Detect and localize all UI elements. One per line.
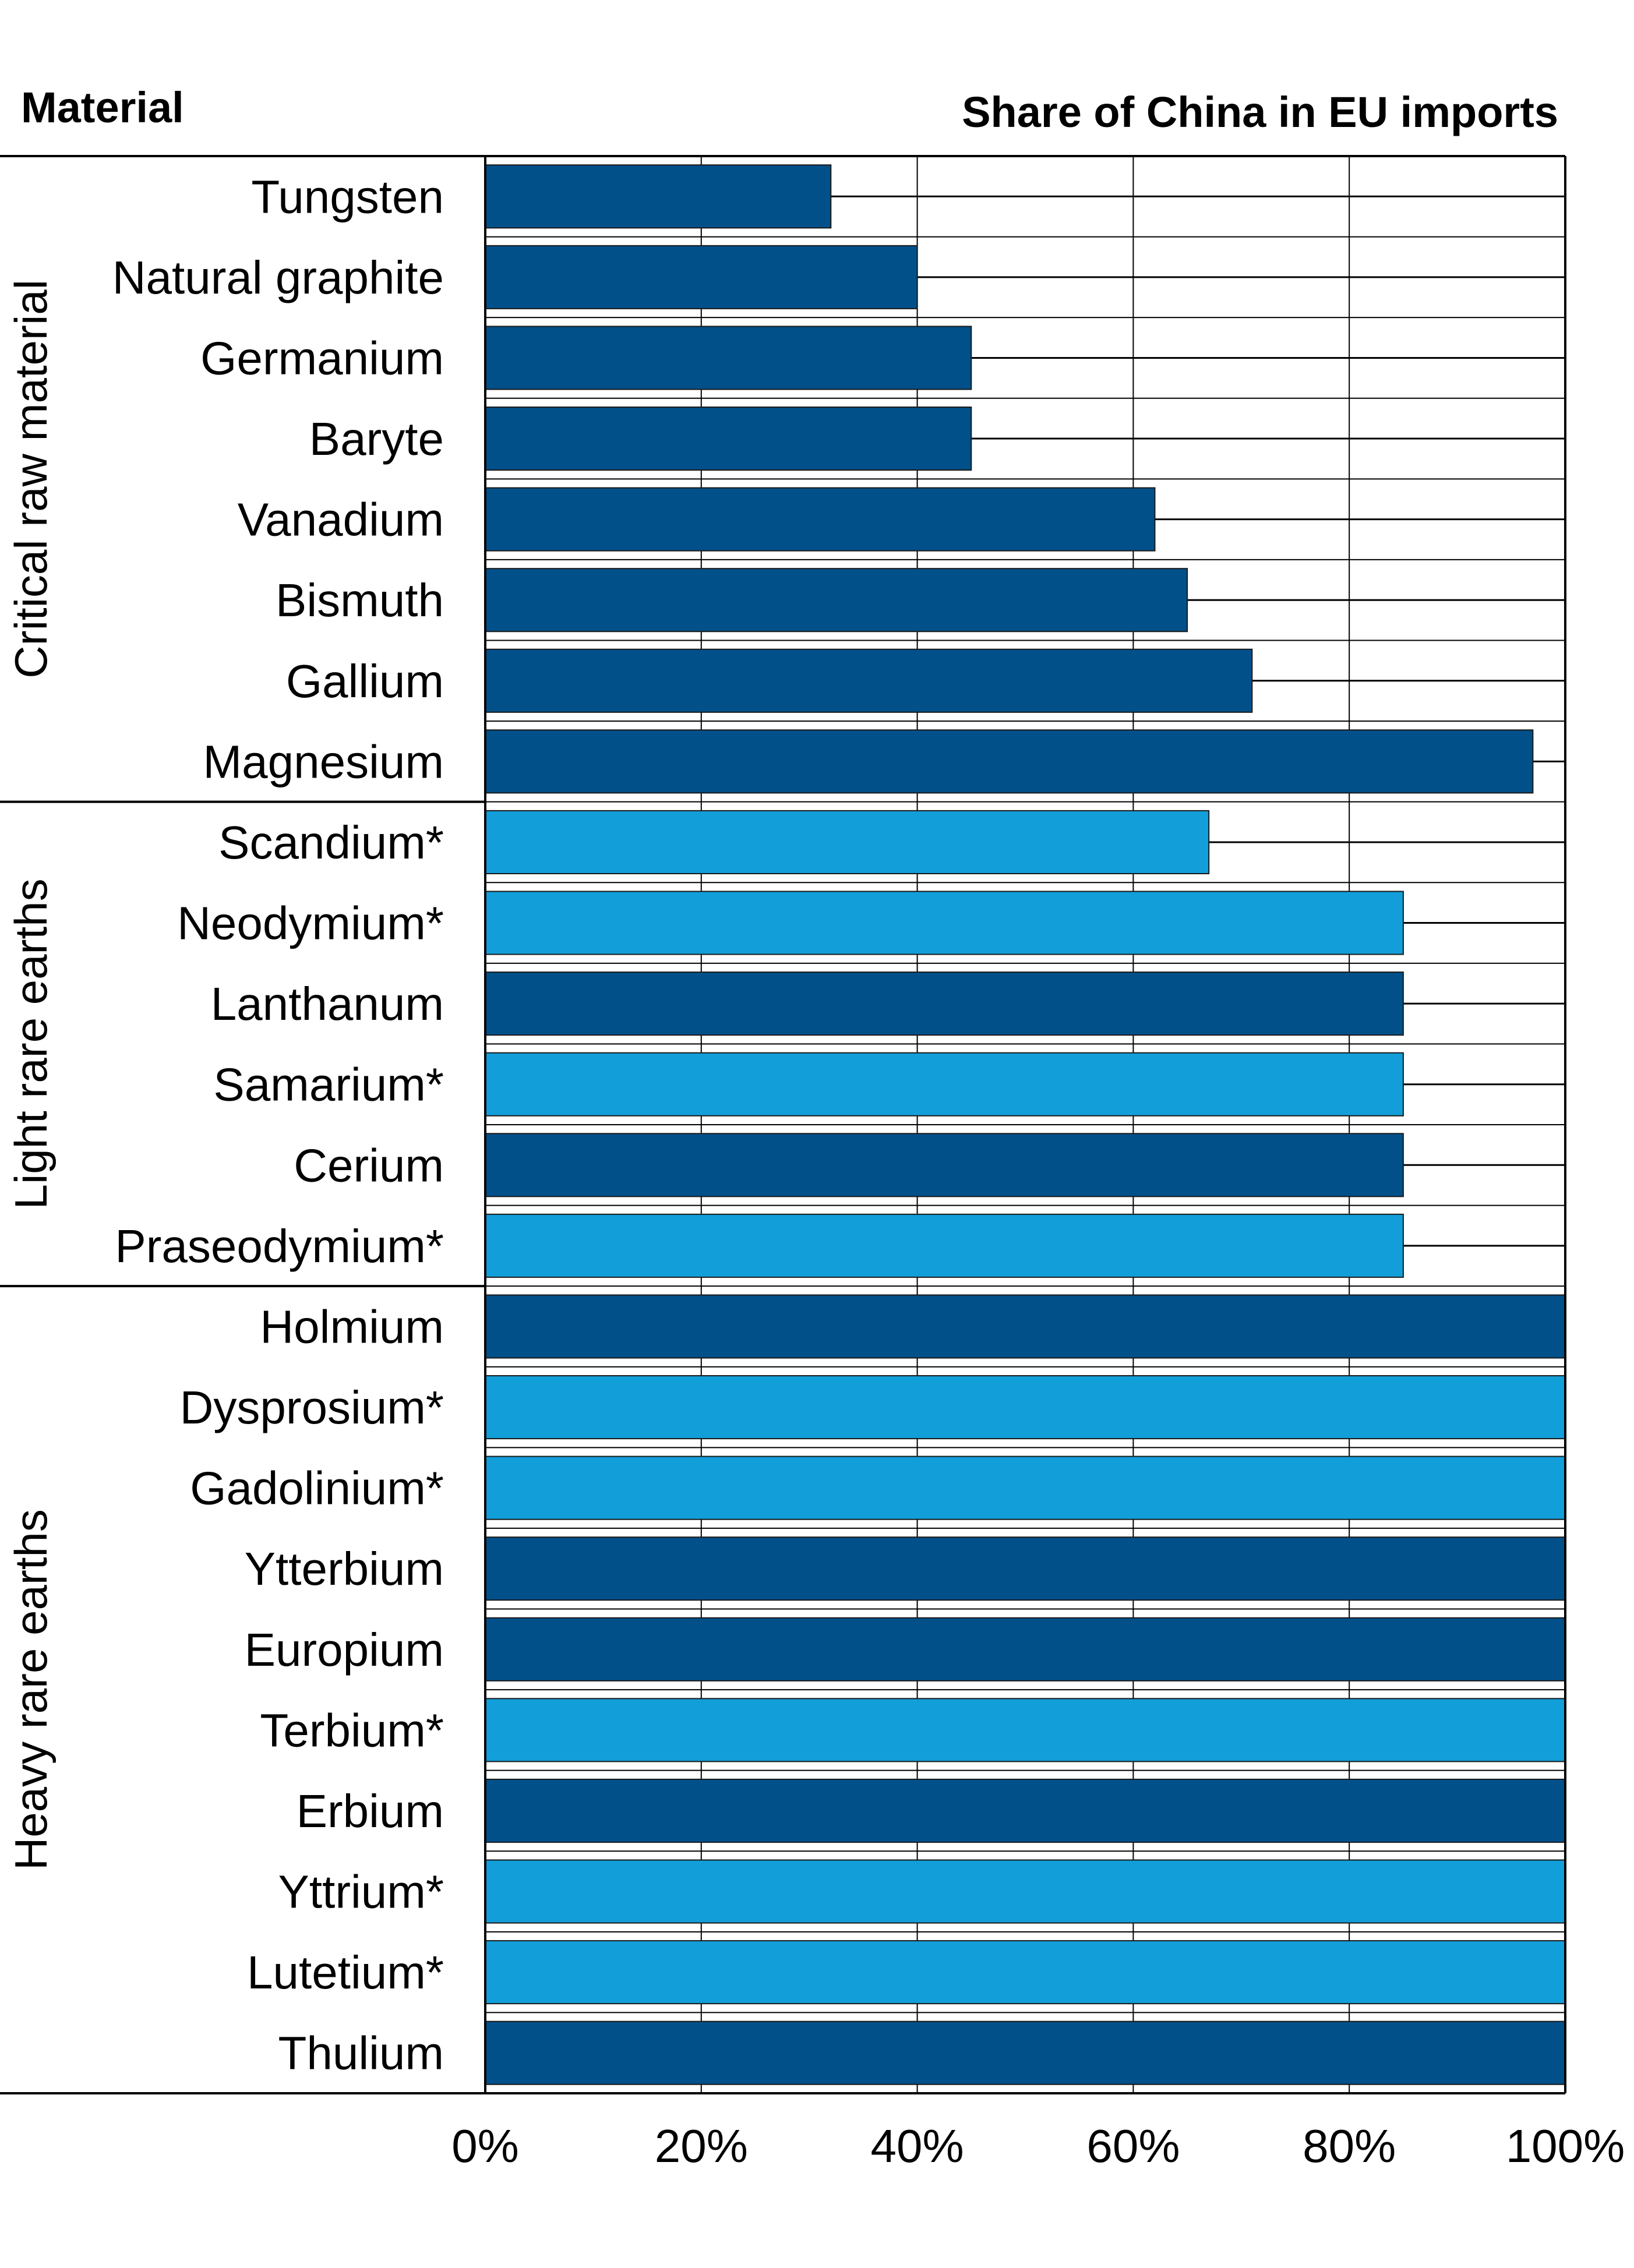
row-label: Lanthanum bbox=[211, 978, 444, 1030]
bar bbox=[485, 1778, 1566, 1843]
bar bbox=[485, 729, 1534, 794]
row-label: Samarium* bbox=[213, 1059, 444, 1111]
bar bbox=[485, 1213, 1404, 1278]
bar bbox=[485, 1859, 1566, 1924]
bar bbox=[485, 2020, 1566, 2085]
x-tick-label: 60% bbox=[1086, 2120, 1180, 2172]
bar bbox=[485, 1294, 1566, 1359]
bar bbox=[485, 810, 1210, 875]
row-label: Holmium bbox=[260, 1301, 444, 1352]
row-label: Terbium* bbox=[260, 1704, 444, 1756]
row-label: Thulium bbox=[278, 2027, 444, 2079]
row-label: Erbium bbox=[297, 1785, 444, 1837]
x-tick-label: 0% bbox=[451, 2120, 519, 2172]
row-label: Dysprosium* bbox=[180, 1382, 444, 1433]
x-tick-label: 40% bbox=[871, 2120, 964, 2172]
bar bbox=[485, 1617, 1566, 1681]
row-label: Ytterbium bbox=[245, 1543, 444, 1595]
bar bbox=[485, 1456, 1566, 1520]
bar bbox=[485, 326, 972, 390]
bar bbox=[485, 1940, 1566, 2005]
row-label: Tungsten bbox=[251, 171, 444, 222]
header-share: Share of China in EU imports bbox=[962, 88, 1558, 136]
x-tick-label: 20% bbox=[655, 2120, 748, 2172]
row-labels: Tungsten Natural graphite Germanium Baryte V… bbox=[112, 171, 444, 2079]
x-tick-label: 100% bbox=[1506, 2120, 1625, 2172]
bar bbox=[485, 891, 1404, 955]
row-label: Bismuth bbox=[276, 574, 444, 626]
plot-frame bbox=[0, 155, 1566, 2094]
row-label: Europium bbox=[245, 1624, 444, 1676]
row-label: Cerium bbox=[294, 1139, 444, 1191]
row-lines bbox=[485, 236, 1565, 2013]
bar bbox=[485, 1536, 1566, 1601]
bar bbox=[485, 1698, 1566, 1762]
header-material: Material bbox=[21, 83, 184, 132]
row-label: Lutetium* bbox=[247, 1946, 444, 1998]
group-label: Critical raw material bbox=[5, 280, 57, 679]
row-label: Yttrium* bbox=[278, 1866, 444, 1918]
bar bbox=[485, 487, 1156, 552]
row-label: Praseodymium* bbox=[115, 1220, 444, 1272]
row-label: Scandium* bbox=[218, 817, 444, 868]
group-label: Heavy rare earths bbox=[5, 1509, 57, 1870]
bar bbox=[485, 164, 832, 229]
row-label: Gadolinium* bbox=[190, 1462, 444, 1514]
bar bbox=[485, 568, 1188, 633]
row-label: Baryte bbox=[309, 413, 444, 465]
row-label: Vanadium bbox=[238, 494, 444, 546]
bar bbox=[485, 245, 918, 309]
group-label: Light rare earths bbox=[5, 878, 57, 1209]
row-label: Gallium bbox=[286, 655, 444, 707]
bar bbox=[485, 1133, 1404, 1197]
bars bbox=[485, 164, 1566, 2085]
row-label: Magnesium bbox=[203, 736, 444, 787]
x-axis-ticks: 0% 20% 40% 60% 80% 100% bbox=[451, 2120, 1625, 2172]
row-label: Neodymium* bbox=[177, 898, 444, 949]
bar bbox=[485, 972, 1404, 1036]
bar bbox=[485, 406, 972, 471]
row-label: Natural graphite bbox=[112, 252, 444, 303]
bar bbox=[485, 1375, 1566, 1440]
group-labels: Critical raw material Light rare earths He… bbox=[0, 280, 485, 1870]
row-label: Germanium bbox=[200, 332, 444, 384]
bar bbox=[485, 1052, 1404, 1117]
bar bbox=[485, 648, 1253, 713]
x-tick-label: 80% bbox=[1303, 2120, 1396, 2172]
